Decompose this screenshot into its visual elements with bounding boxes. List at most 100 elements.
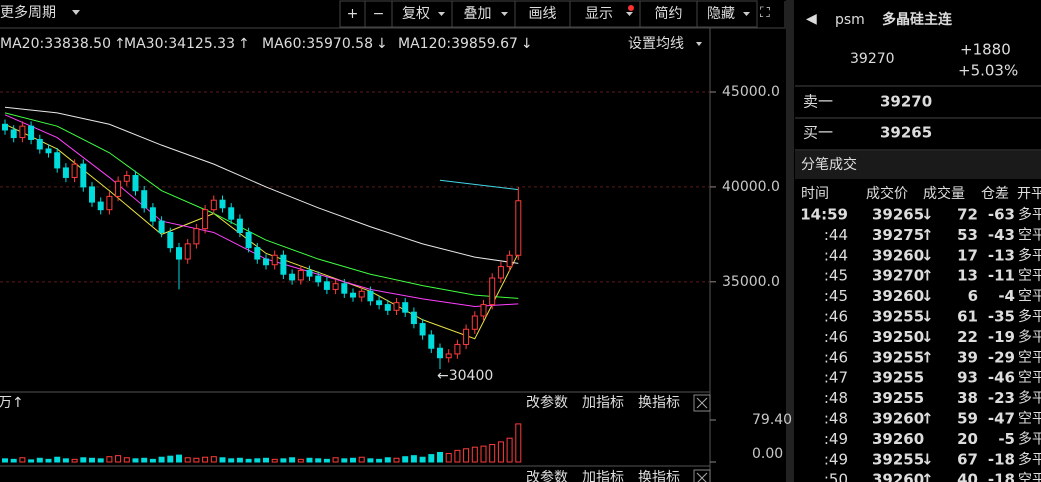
candle-body [306,269,313,277]
volume-bar [437,451,443,463]
trade-side: 多平 [1018,451,1041,468]
candle-body [36,138,43,150]
volume-bar [463,448,470,463]
trade-time: :48 [824,389,848,407]
candle-body [89,186,95,203]
trade-time: :50 [824,471,848,482]
column-header: 时间 [801,186,829,202]
panel-button[interactable]: 换指标 [638,394,680,411]
trade-oi: -43 [988,226,1015,244]
volume-bar [228,458,235,463]
toolbar-button-label: 复权 [402,5,430,22]
volume-bar [10,458,17,463]
panel-button[interactable]: 改参数 [526,469,568,482]
settings-button[interactable]: 设置均线 [628,36,684,52]
panel-button[interactable]: 换指标 [638,469,680,482]
trade-price: 39275 [872,226,924,244]
trade-price: 39260 [872,246,924,264]
volume-bar [62,458,69,463]
book-price: 39270 [880,93,932,111]
volume-bar [393,457,400,463]
panel-button[interactable]: 改参数 [526,394,568,411]
volume-bar [184,457,191,463]
ma-arrow: ↑ [114,36,126,52]
volume-bar [236,457,243,463]
trade-arrow: ↓ [921,287,934,305]
trade-volume: 53 [957,226,978,244]
candle-body [315,275,322,283]
ma-legend: MA30:34125.33 ↑ [124,36,250,52]
candle-body [437,347,443,359]
volume-bar [210,456,217,463]
back-arrow[interactable]: ◀ [806,11,817,27]
trade-price: 39255 [872,308,924,326]
close-button[interactable] [693,469,711,482]
candle-body [506,254,513,268]
trade-volume: 40 [957,471,978,482]
candle-body [219,199,226,209]
period-button[interactable]: 更多周期 [0,4,56,21]
section-title: 分笔成交 [801,156,857,173]
toolbar-button-label: 显示 [585,6,613,22]
candle-body [332,283,339,290]
trade-oi: -13 [988,246,1015,264]
toolbar-button-label: 隐藏 [707,6,735,22]
trade-time: :48 [824,410,848,428]
panel-button[interactable]: 加指标 [582,470,624,482]
candle-body [297,269,304,281]
volume-bar [28,459,35,463]
close-button[interactable] [693,394,711,412]
panel-button[interactable]: 加指标 [582,395,624,411]
y-tick-label: 35000.0 [722,274,780,290]
volume-bar [245,458,252,463]
trade-oi: -18 [988,450,1015,468]
y-tick-label: 40000.0 [722,179,780,195]
volume-bar [489,444,496,463]
candle-body [2,123,8,131]
volume-bar [419,456,426,463]
candle-body [419,323,426,336]
volume-bar [132,458,139,463]
toolbar-button-label: − [373,6,385,22]
volume-bar [36,457,43,463]
candle-body [158,220,165,233]
volume-label: 万↑ [0,395,24,411]
trade-oi: -19 [988,328,1015,346]
ma-value: 34125.33 [168,36,235,52]
column-header: 开平 [1017,186,1041,202]
splitter[interactable] [786,0,794,482]
ma-legend: MA120:39859.67 ↓ [398,36,533,52]
trade-time: :44 [824,226,848,244]
low-annotation: ←30400 [437,368,493,384]
volume-bar [376,458,383,463]
trade-price: 39250 [872,328,924,346]
trade-price: 39260 [872,410,924,428]
section-bar [795,151,1041,179]
volume-bar [323,458,330,463]
column-header: 成交价 [866,185,908,202]
volume-bar [167,455,174,463]
trade-volume: 67 [957,450,978,468]
book-label: 买一 [803,124,833,142]
trade-price: 39255 [872,450,924,468]
candle-body [184,243,191,260]
volume-bar [202,456,209,463]
volume-bar [445,453,452,463]
fullscreen-icon[interactable]: ⛶ [760,5,770,21]
volume-bar [358,456,365,463]
candle-body [445,353,452,359]
ma-line [4,112,519,299]
volume-bar [384,457,391,463]
candle-body [80,163,87,188]
candle-body [176,247,182,260]
volume-bar [341,458,348,463]
trade-oi: -35 [988,308,1015,326]
volume-bar [410,455,417,463]
volume-bar [402,456,409,463]
volume-bar [71,458,78,463]
trade-time: :45 [824,287,848,305]
volume-bar [54,456,61,463]
volume-bar [271,458,278,463]
trade-oi: -4 [998,287,1015,305]
candle-body [384,304,391,311]
